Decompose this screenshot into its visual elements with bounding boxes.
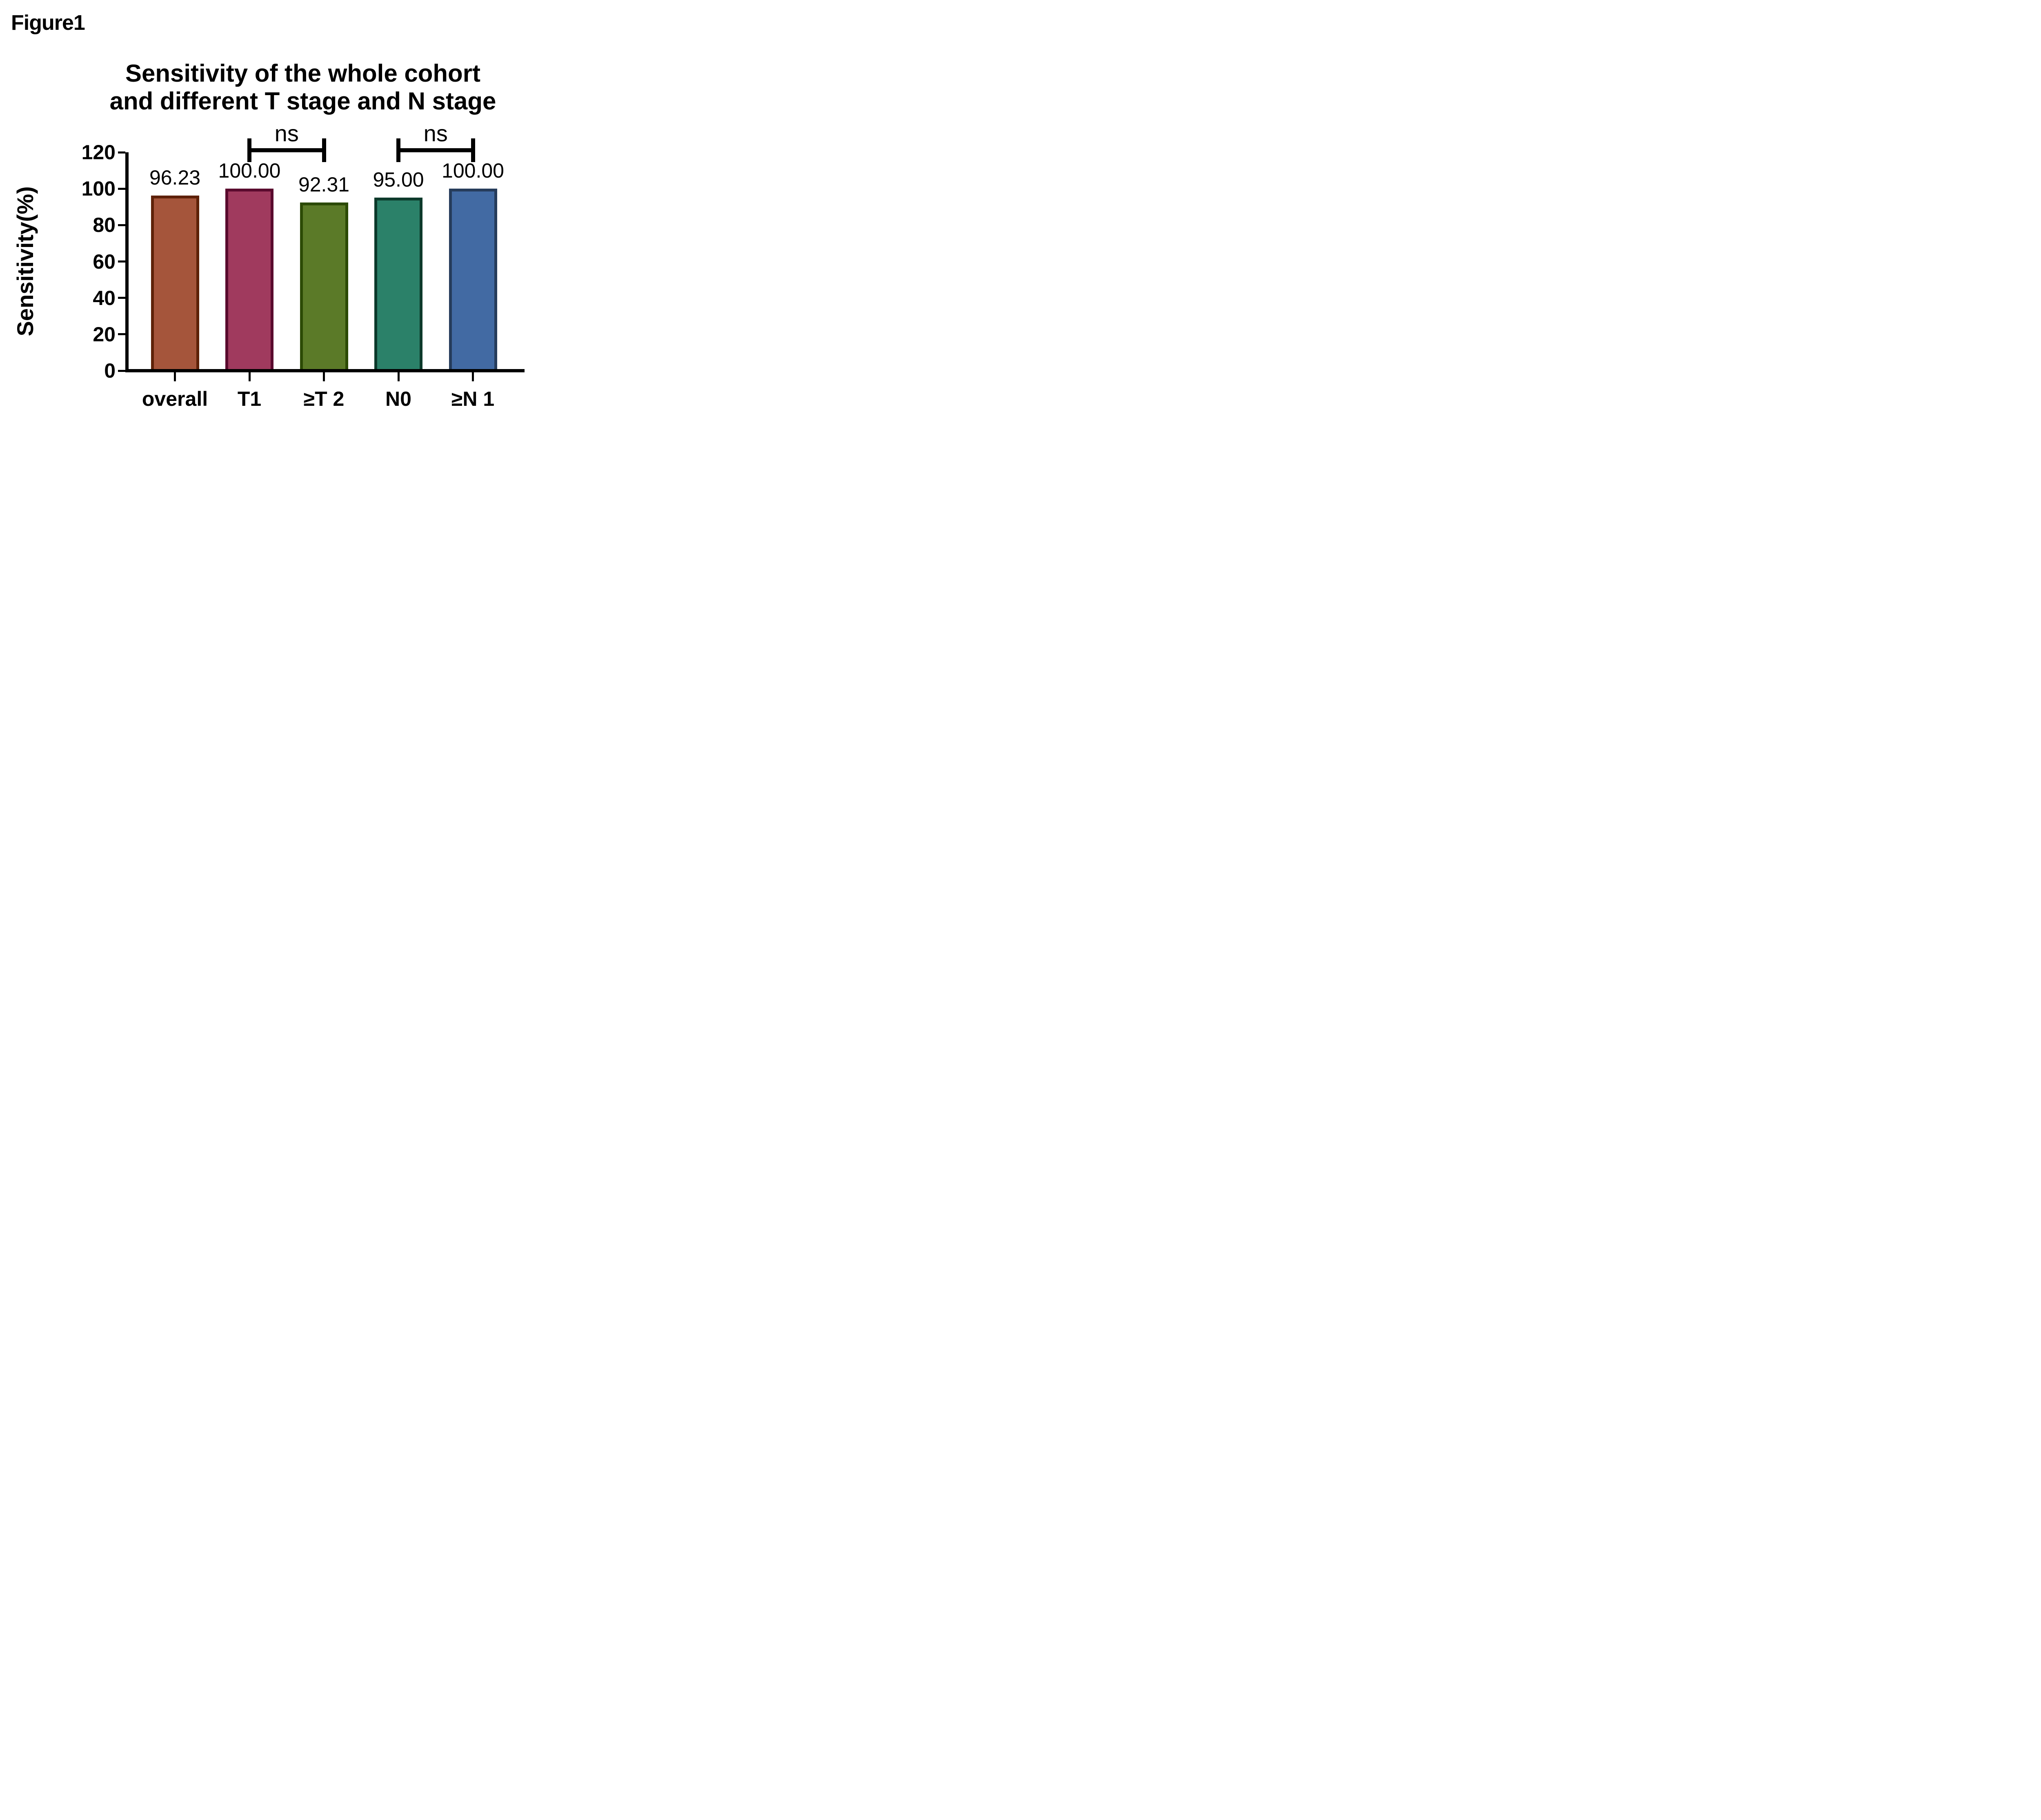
chart-title-line2: and different T stage and N stage bbox=[109, 87, 496, 115]
x-tick-mark bbox=[248, 372, 251, 381]
significance-label: ns bbox=[274, 120, 299, 146]
x-tick-mark bbox=[174, 372, 176, 381]
y-tick-mark bbox=[118, 333, 125, 336]
x-category-label: overall bbox=[142, 387, 208, 410]
x-tick-mark bbox=[472, 372, 474, 381]
y-tick-mark bbox=[118, 369, 125, 372]
bar-value-label: 95.00 bbox=[373, 168, 424, 191]
y-tick-label: 80 bbox=[93, 214, 116, 237]
significance-label: ns bbox=[423, 120, 448, 146]
y-tick-label: 0 bbox=[104, 359, 116, 382]
chart-title: Sensitivity of the whole cohort and diff… bbox=[17, 60, 578, 115]
y-tick-mark bbox=[118, 187, 125, 190]
bar-chart: Sensitivity of the whole cohort and diff… bbox=[0, 0, 578, 455]
bar-value-label: 92.31 bbox=[298, 173, 350, 196]
bracket-line bbox=[398, 148, 473, 152]
bracket-end-cap bbox=[322, 138, 326, 162]
y-tick-mark bbox=[118, 151, 125, 154]
y-axis-line bbox=[125, 152, 129, 372]
x-axis-line bbox=[125, 369, 525, 372]
x-category-label: ≥T 2 bbox=[303, 387, 345, 410]
y-tick-label: 100 bbox=[81, 177, 116, 200]
bar-4 bbox=[374, 198, 422, 369]
figure-label: Figure1 bbox=[11, 11, 85, 35]
bracket-end-cap bbox=[247, 138, 251, 162]
bar-2 bbox=[225, 189, 273, 369]
x-category-label: N0 bbox=[385, 387, 411, 410]
y-tick-label: 120 bbox=[81, 141, 116, 164]
bar-3 bbox=[300, 202, 348, 369]
y-tick-label: 40 bbox=[93, 286, 116, 309]
bracket-end-cap bbox=[471, 138, 475, 162]
x-tick-mark bbox=[397, 372, 400, 381]
bar-value-label: 100.00 bbox=[442, 159, 504, 182]
bracket-end-cap bbox=[396, 138, 400, 162]
x-category-label: ≥N 1 bbox=[451, 387, 495, 410]
figure-page: Figure1 Sensitivity of the whole cohort … bbox=[0, 0, 578, 455]
x-tick-mark bbox=[323, 372, 325, 381]
y-tick-label: 60 bbox=[93, 250, 116, 273]
bar-1 bbox=[151, 195, 199, 369]
bar-value-label: 96.23 bbox=[149, 166, 201, 189]
bracket-line bbox=[249, 148, 324, 152]
y-tick-mark bbox=[118, 224, 125, 226]
y-tick-mark bbox=[118, 297, 125, 299]
bar-value-label: 100.00 bbox=[218, 159, 281, 182]
y-tick-label: 20 bbox=[93, 323, 116, 346]
x-category-label: T1 bbox=[237, 387, 262, 410]
bar-5 bbox=[449, 189, 497, 369]
chart-title-line1: Sensitivity of the whole cohort bbox=[125, 60, 481, 87]
y-tick-mark bbox=[118, 260, 125, 263]
